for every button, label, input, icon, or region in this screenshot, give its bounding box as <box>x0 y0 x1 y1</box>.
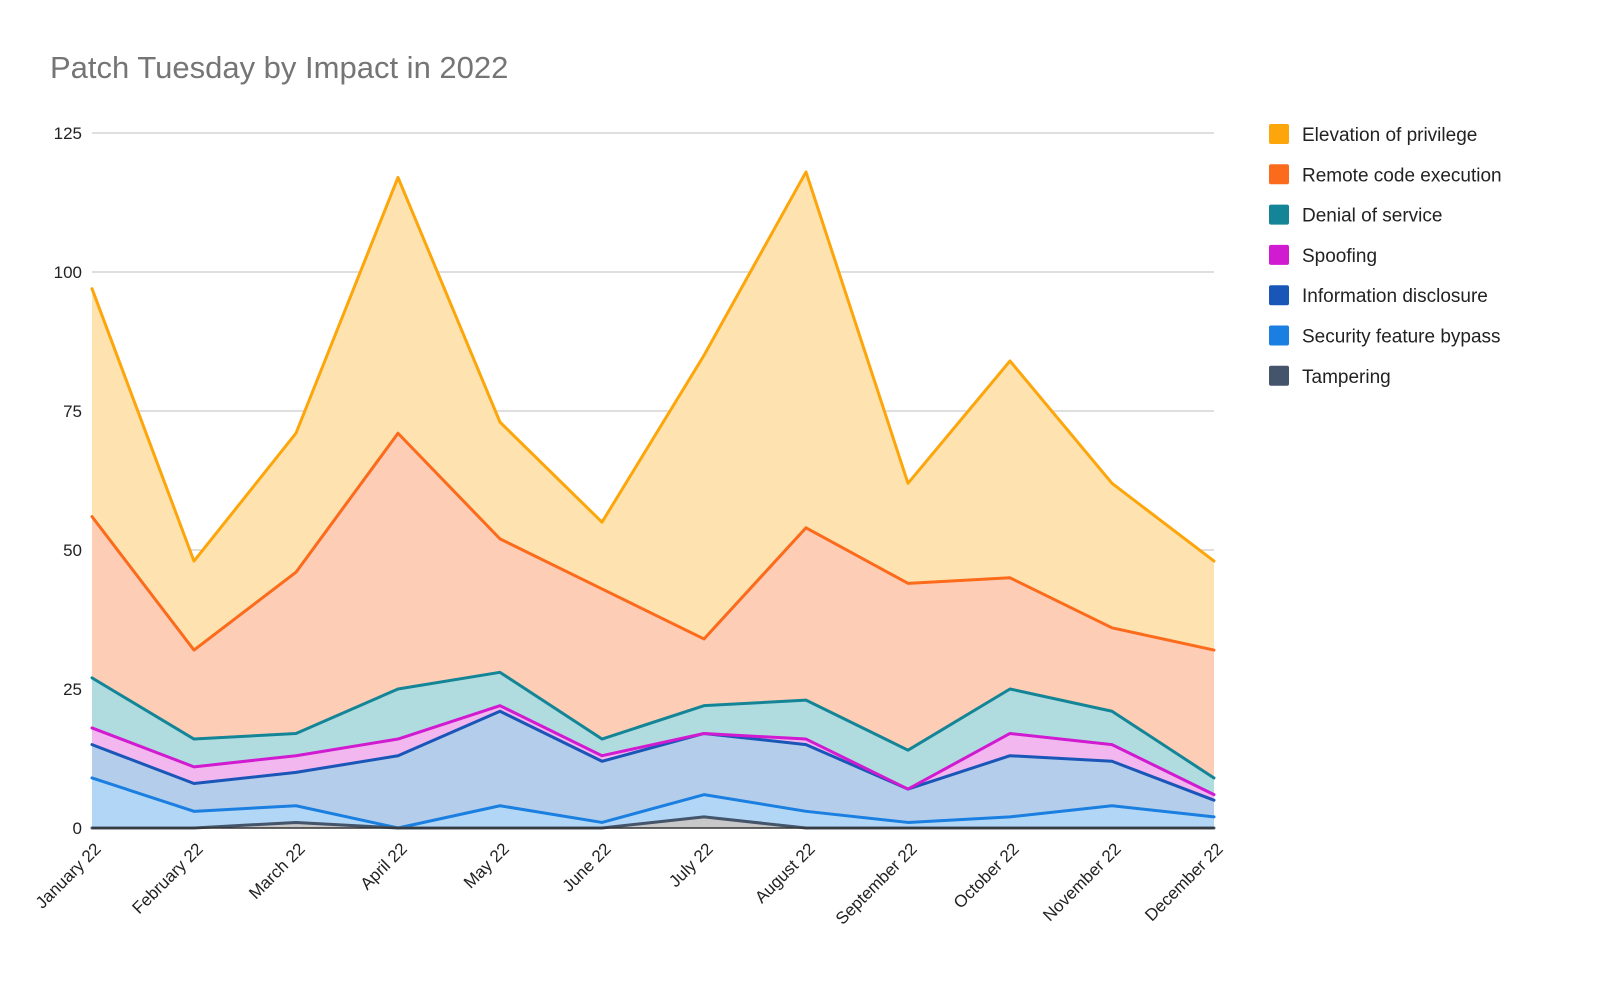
y-tick-label: 50 <box>63 541 82 560</box>
x-tick-label: November 22 <box>1039 839 1125 925</box>
x-tick-label: May 22 <box>460 839 513 892</box>
y-tick-label: 125 <box>54 124 82 143</box>
area-remote-code-execution <box>92 433 1214 778</box>
legend-label-spoofing: Spoofing <box>1302 246 1377 267</box>
chart-title: Patch Tuesday by Impact in 2022 <box>50 50 509 85</box>
y-tick-label: 100 <box>54 263 82 282</box>
legend-label-information-disclosure: Information disclosure <box>1302 286 1488 307</box>
stacked-areas <box>92 171 1214 828</box>
x-tick-label: March 22 <box>245 839 309 903</box>
legend: Elevation of privilege Remote code execut… <box>1269 124 1502 388</box>
x-tick-label: July 22 <box>665 839 717 891</box>
x-tick-label: June 22 <box>559 839 615 895</box>
legend-label-elevation-of-privilege: Elevation of privilege <box>1302 125 1477 146</box>
legend-swatch-elevation-of-privilege <box>1269 124 1289 144</box>
line-remote-code-execution <box>90 431 1216 652</box>
legend-swatch-tampering <box>1269 365 1289 386</box>
legend-label-denial-of-service: Denial of service <box>1302 206 1442 227</box>
x-tick-label: February 22 <box>129 839 207 917</box>
x-axis-ticks: January 22 February 22 March 22 April 22 May… <box>32 839 1227 928</box>
legend-label-tampering: Tampering <box>1302 367 1391 388</box>
legend-label-security-feature-bypass: Security feature bypass <box>1302 327 1501 348</box>
legend-swatch-information-disclosure <box>1269 285 1289 306</box>
area-security-feature-bypass <box>92 777 1214 828</box>
x-tick-label: April 22 <box>357 839 411 893</box>
area-denial-of-service <box>92 672 1214 795</box>
x-tick-label: September 22 <box>832 839 921 928</box>
legend-swatch-spoofing <box>1269 244 1289 265</box>
area-information-disclosure <box>92 711 1214 828</box>
line-spoofing <box>90 704 1216 797</box>
area-elevation-of-privilege <box>92 171 1214 651</box>
legend-swatch-remote-code-execution <box>1269 164 1289 185</box>
x-tick-label: December 22 <box>1141 839 1227 925</box>
x-tick-label: January 22 <box>32 839 105 912</box>
x-tick-label: October 22 <box>950 839 1023 912</box>
line-information-disclosure <box>90 709 1216 802</box>
line-denial-of-service <box>90 670 1216 780</box>
y-tick-label: 0 <box>73 819 82 838</box>
legend-label-remote-code-execution: Remote code execution <box>1302 165 1502 186</box>
x-tick-label: August 22 <box>751 839 819 907</box>
legend-swatch-security-feature-bypass <box>1269 325 1289 346</box>
y-axis-ticks: 0 25 50 75 100 125 <box>54 124 82 838</box>
y-tick-label: 75 <box>63 402 82 421</box>
y-tick-label: 25 <box>63 680 82 699</box>
legend-swatch-denial-of-service <box>1269 204 1289 225</box>
line-security-feature-bypass <box>90 776 1216 830</box>
line-elevation-of-privilege <box>90 170 1216 563</box>
